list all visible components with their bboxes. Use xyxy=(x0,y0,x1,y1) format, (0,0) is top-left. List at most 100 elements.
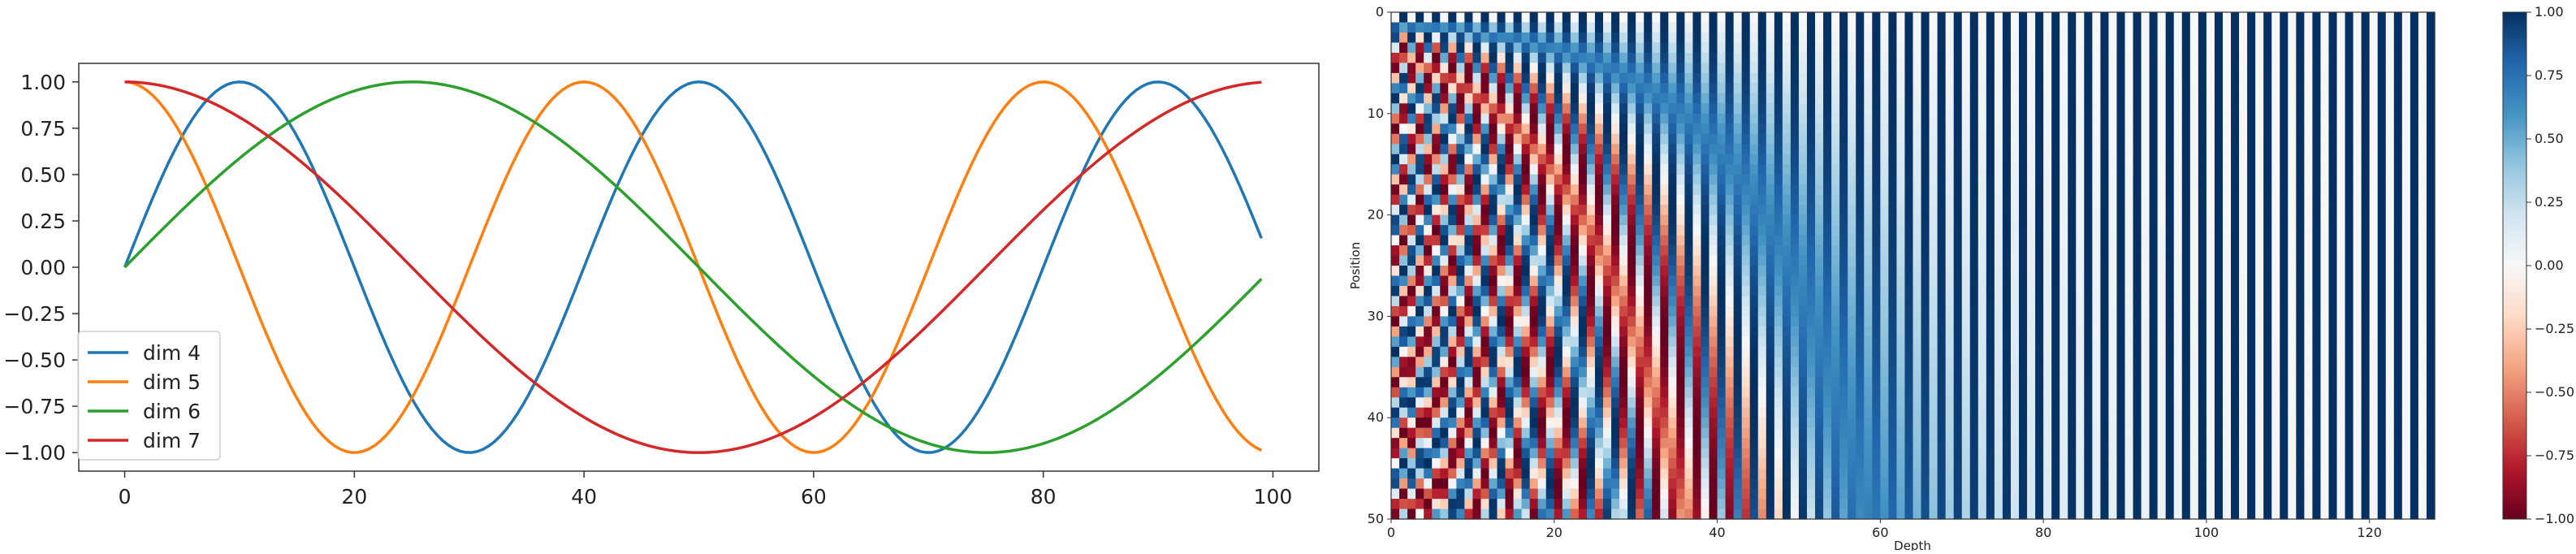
heatmap-cell xyxy=(1530,103,1539,114)
heatmap-cell xyxy=(1627,184,1636,195)
heatmap-cell xyxy=(1709,164,1718,175)
heatmap-cell xyxy=(1514,134,1523,145)
heatmap-cell xyxy=(1636,387,1645,398)
heatmap-cell xyxy=(2011,306,2020,317)
heatmap-cell xyxy=(1676,154,1685,165)
heatmap-cell xyxy=(2296,154,2305,165)
heatmap-cell xyxy=(2003,275,2012,286)
heatmap-cell xyxy=(1726,12,1735,23)
heatmap-cell xyxy=(2076,22,2085,32)
heatmap-cell xyxy=(2060,12,2068,23)
heatmap-cell xyxy=(1930,123,1938,134)
heatmap-cell xyxy=(2116,103,2125,114)
heatmap-cell xyxy=(2394,134,2403,145)
heatmap-cell xyxy=(2084,93,2093,104)
heatmap-cell xyxy=(1440,387,1449,398)
heatmap-cell xyxy=(1995,164,2003,175)
heatmap-cell xyxy=(1758,367,1767,378)
heatmap-cell xyxy=(2206,134,2215,145)
heatmap-cell xyxy=(1554,63,1563,73)
heatmap-cell xyxy=(1726,296,1735,306)
heatmap-cell xyxy=(1440,93,1449,104)
heatmap-cell xyxy=(1684,275,1693,286)
heatmap-cell xyxy=(1774,42,1783,53)
heatmap-cell xyxy=(1407,83,1416,93)
heatmap-cell xyxy=(2011,93,2020,104)
heatmap-cell xyxy=(1480,397,1489,408)
heatmap-cell xyxy=(2051,123,2060,134)
heatmap-cell xyxy=(2386,225,2395,236)
heatmap-cell xyxy=(2116,377,2125,387)
heatmap-cell xyxy=(1783,205,1792,215)
heatmap-cell xyxy=(1823,12,1832,23)
heatmap-cell xyxy=(1938,32,1947,43)
heatmap-cell xyxy=(1498,236,1506,246)
heatmap-cell xyxy=(1627,114,1636,124)
heatmap-cell xyxy=(2312,205,2321,215)
heatmap-cell xyxy=(1758,175,1767,185)
heatmap-cell xyxy=(2247,215,2256,226)
heatmap-cell xyxy=(1416,225,1424,236)
heatmap-cell xyxy=(1896,134,1905,145)
heatmap-cell xyxy=(2076,205,2085,215)
heatmap-cell xyxy=(1498,114,1506,124)
heatmap-cell xyxy=(2304,215,2313,226)
heatmap-cell xyxy=(2174,266,2183,276)
heatmap-cell xyxy=(1480,387,1489,398)
heatmap-cell xyxy=(2345,114,2354,124)
heatmap-cell xyxy=(2312,367,2321,378)
heatmap-cell xyxy=(2142,236,2150,246)
heatmap-cell xyxy=(1636,316,1645,327)
heatmap-cell xyxy=(2068,114,2077,124)
heatmap-cell xyxy=(1506,32,1515,43)
heatmap-cell xyxy=(2312,236,2321,246)
heatmap-cell xyxy=(2108,245,2117,256)
heatmap-cell xyxy=(1758,387,1767,398)
heatmap-cell xyxy=(1416,42,1424,53)
heatmap-cell xyxy=(1807,306,1816,317)
heatmap-cell xyxy=(1831,327,1840,337)
heatmap-cell xyxy=(1644,347,1653,357)
heatmap-cell xyxy=(1579,215,1588,226)
heatmap-cell xyxy=(2174,245,2183,256)
heatmap-cell xyxy=(1954,336,1963,347)
heatmap-cell xyxy=(2215,123,2224,134)
heatmap-cell xyxy=(2394,205,2403,215)
heatmap-cell xyxy=(2076,215,2085,226)
heatmap-cell xyxy=(1579,205,1588,215)
heatmap-cell xyxy=(2133,296,2142,306)
heatmap-cell xyxy=(1399,134,1408,145)
heatmap-cell xyxy=(1896,327,1905,337)
heatmap-cell xyxy=(2280,266,2289,276)
heatmap-cell xyxy=(2304,327,2313,337)
heatmap-cell xyxy=(1978,154,1987,165)
heatmap-cell xyxy=(1896,83,1905,93)
heatmap-cell xyxy=(2271,144,2280,154)
heatmap-cell xyxy=(1839,215,1848,226)
heatmap-cell xyxy=(2150,114,2159,124)
heatmap-cell xyxy=(1995,316,2003,327)
heatmap-cell xyxy=(1456,22,1465,32)
heatmap-cell xyxy=(2263,93,2272,104)
heatmap-cell xyxy=(1472,154,1481,165)
heatmap-cell xyxy=(1831,22,1840,32)
heatmap-cell xyxy=(2239,12,2248,23)
heatmap-cell xyxy=(1709,327,1718,337)
heatmap-cell xyxy=(2142,387,2150,398)
heatmap-cell xyxy=(1652,114,1661,124)
heatmap-cell xyxy=(2231,205,2240,215)
heatmap-cell xyxy=(1701,387,1709,398)
heatmap-cell xyxy=(2296,256,2305,266)
heatmap-cell xyxy=(2182,53,2191,63)
heatmap-cell xyxy=(1456,367,1465,378)
heatmap-cell xyxy=(1815,83,1824,93)
heatmap-cell xyxy=(2402,266,2411,276)
heatmap-cell xyxy=(1888,134,1897,145)
heatmap-cell xyxy=(2231,336,2240,347)
heatmap-cell xyxy=(2043,225,2052,236)
heatmap-cell xyxy=(2353,266,2362,276)
heatmap-cell xyxy=(2068,63,2077,73)
heatmap-cell xyxy=(2182,266,2191,276)
heatmap-cell xyxy=(2158,42,2167,53)
heatmap-cell xyxy=(2402,53,2411,63)
